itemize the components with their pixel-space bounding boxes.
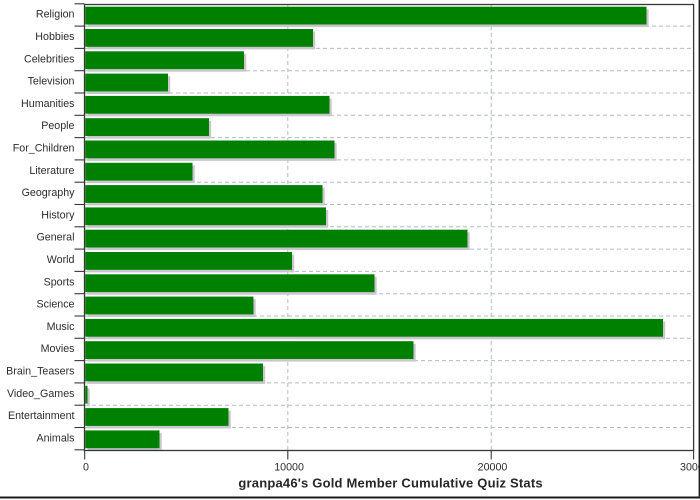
svg-text:Entertainment: Entertainment [8, 410, 75, 422]
svg-text:History: History [41, 209, 75, 221]
svg-text:Sports: Sports [44, 276, 75, 288]
svg-text:World: World [47, 254, 75, 266]
svg-text:Hobbies: Hobbies [35, 31, 74, 43]
svg-text:0: 0 [83, 462, 89, 474]
svg-text:Literature: Literature [29, 165, 74, 177]
svg-text:Geography: Geography [22, 187, 76, 199]
svg-text:Animals: Animals [36, 432, 74, 444]
svg-text:Religion: Religion [36, 9, 75, 21]
svg-text:20000: 20000 [478, 462, 508, 474]
svg-text:Humanities: Humanities [21, 98, 74, 110]
svg-text:Celebrities: Celebrities [24, 53, 75, 65]
svg-text:30000: 30000 [680, 462, 700, 474]
svg-text:For_Children: For_Children [13, 143, 75, 155]
svg-text:People: People [41, 120, 74, 132]
svg-text:General: General [36, 232, 74, 244]
svg-text:Television: Television [28, 76, 75, 88]
svg-text:Music: Music [47, 321, 76, 333]
svg-text:Movies: Movies [41, 343, 75, 355]
svg-text:granpa46's Gold Member Cumulat: granpa46's Gold Member Cumulative Quiz S… [238, 475, 542, 490]
svg-text:Science: Science [36, 299, 74, 311]
svg-text:Brain_Teasers: Brain_Teasers [6, 366, 74, 378]
svg-text:10000: 10000 [274, 462, 304, 474]
svg-text:Video_Games: Video_Games [7, 388, 75, 400]
